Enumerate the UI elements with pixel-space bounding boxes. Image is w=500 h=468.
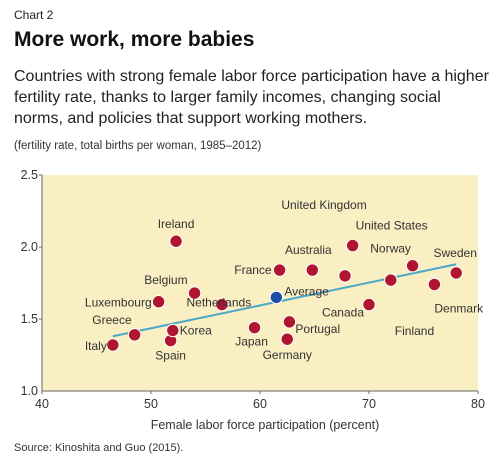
point-label: United States bbox=[356, 219, 428, 233]
x-tick-label: 80 bbox=[471, 397, 485, 411]
x-tick-label: 60 bbox=[253, 397, 267, 411]
x-tick-label: 70 bbox=[362, 397, 376, 411]
data-point-united-states bbox=[345, 238, 360, 253]
point-label: Canada bbox=[322, 306, 364, 320]
chart-subtitle: Countries with strong female labor force… bbox=[14, 68, 489, 127]
data-point-average bbox=[269, 290, 284, 305]
chart-title: More work, more babies bbox=[14, 28, 255, 51]
x-tick-label: 50 bbox=[144, 397, 158, 411]
data-point-luxembourg bbox=[151, 295, 166, 309]
point-label: Ireland bbox=[158, 217, 195, 231]
data-point-portugal bbox=[282, 315, 297, 329]
point-label: Average bbox=[284, 284, 329, 298]
data-point-sweden bbox=[449, 266, 463, 280]
y-tick-label: 1.5 bbox=[21, 312, 38, 326]
point-label: France bbox=[234, 263, 272, 277]
data-point-norway bbox=[405, 259, 420, 273]
point-label: Korea bbox=[180, 324, 212, 338]
point-labels: Italy Greece Spain Korea Luxembourg Belgium Ir… bbox=[85, 198, 484, 363]
trend-line-layer bbox=[112, 263, 457, 338]
point-label: Luxembourg bbox=[85, 296, 152, 310]
data-point-finland bbox=[384, 273, 398, 287]
point-label: Denmark bbox=[434, 301, 484, 315]
y-tick-label: 2.5 bbox=[21, 168, 38, 182]
point-label: Germany bbox=[263, 348, 312, 362]
chart-number: Chart 2 bbox=[14, 8, 54, 22]
point-label: Norway bbox=[370, 242, 411, 256]
point-label: Spain bbox=[155, 349, 186, 363]
point-label: Australia bbox=[285, 243, 332, 257]
data-point-canada bbox=[362, 297, 376, 312]
point-label: Finland bbox=[395, 324, 434, 338]
plot-area bbox=[42, 175, 478, 391]
point-label: United Kingdom bbox=[281, 198, 366, 212]
data-point-ireland bbox=[169, 234, 183, 248]
x-tick-label: 40 bbox=[35, 397, 49, 411]
point-label: Italy bbox=[85, 339, 107, 353]
axes: 1.0 1.5 2.0 2.5 40 50 60 70 80 bbox=[21, 168, 485, 411]
trend-line bbox=[112, 263, 457, 338]
chart-units-note: (fertility rate, total births per woman,… bbox=[14, 140, 262, 152]
point-label: Greece bbox=[92, 313, 132, 327]
x-axis-label: Female labor force participation (percen… bbox=[151, 418, 380, 432]
data-point-japan bbox=[247, 320, 262, 335]
data-point-greece bbox=[127, 328, 142, 342]
data-point-netherlands bbox=[215, 297, 229, 312]
point-label: Japan bbox=[235, 335, 268, 349]
y-tick-label: 1.0 bbox=[21, 384, 38, 398]
data-point-united-kingdom bbox=[338, 269, 352, 283]
point-label: Belgium bbox=[144, 273, 187, 287]
point-label: Sweden bbox=[434, 246, 477, 260]
scatter-plot: 1.0 1.5 2.0 2.5 40 50 60 70 80 Italy Greece Spain K… bbox=[21, 168, 485, 432]
data-point-belgium bbox=[187, 286, 202, 300]
data-points bbox=[106, 234, 463, 352]
point-label: Portugal bbox=[295, 322, 340, 336]
data-point-denmark bbox=[427, 277, 442, 292]
data-point-france bbox=[272, 263, 287, 277]
chart-source: Source: Kinoshita and Guo (2015). bbox=[14, 442, 184, 454]
data-point-germany bbox=[280, 332, 294, 346]
point-label: Netherlands bbox=[186, 296, 251, 310]
data-point-korea bbox=[166, 323, 180, 338]
y-tick-label: 2.0 bbox=[21, 240, 38, 254]
data-point-italy bbox=[106, 338, 120, 352]
data-point-australia bbox=[305, 263, 320, 277]
